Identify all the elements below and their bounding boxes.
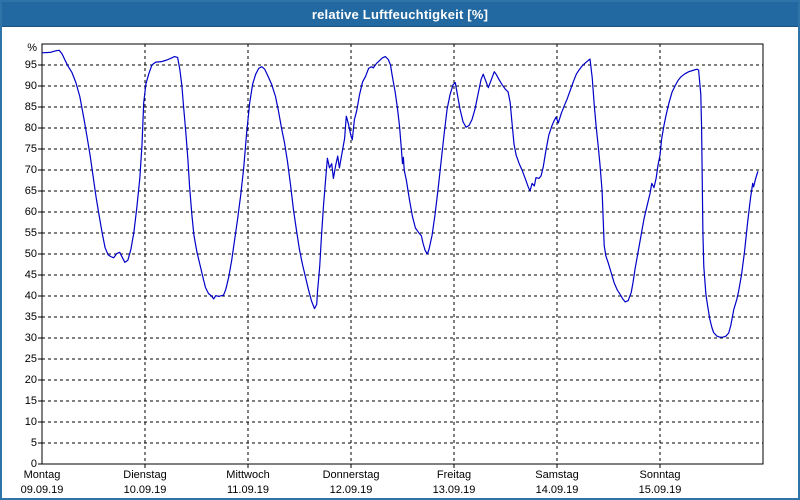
- y-tick-label: 35: [24, 311, 37, 323]
- y-tick-label: 85: [24, 101, 37, 113]
- x-day-name-label: Sonntag: [639, 469, 681, 481]
- plot-border: [41, 43, 764, 465]
- x-day-name-label: Dienstag: [123, 469, 167, 481]
- x-day-date-label: 10.09.19: [123, 484, 167, 496]
- y-tick-label: 15: [24, 395, 37, 407]
- x-day-date-label: 09.09.19: [20, 484, 64, 496]
- x-day-date-label: 15.09.19: [638, 484, 682, 496]
- y-tick-label: 10: [24, 416, 37, 428]
- y-tick-label: 30: [24, 332, 37, 344]
- x-day-name-label: Mittwoch: [226, 469, 270, 481]
- x-day-date-label: 14.09.19: [535, 484, 579, 496]
- y-tick-label: 55: [24, 227, 37, 239]
- y-tick-label: 0: [30, 458, 37, 470]
- x-day-date-label: 12.09.19: [329, 484, 373, 496]
- humidity-series-line: [41, 49, 759, 338]
- y-tick-label: 45: [24, 269, 37, 281]
- y-tick-label: 5: [30, 437, 37, 449]
- y-tick-label: 60: [24, 206, 37, 218]
- y-tick-label: 40: [24, 290, 37, 302]
- y-tick-label: 50: [24, 248, 37, 260]
- x-day-name-label: Freitag: [436, 469, 472, 481]
- y-tick-label: 25: [24, 353, 37, 365]
- window-title: relative Luftfeuchtigkeit [%]: [311, 6, 489, 22]
- x-day-name-label: Montag: [23, 469, 61, 481]
- y-tick-label: 20: [24, 374, 37, 386]
- y-tick-label: 65: [24, 185, 37, 197]
- x-day-name-label: Samstag: [535, 469, 579, 481]
- y-tick-label: 90: [24, 80, 37, 92]
- titlebar: relative Luftfeuchtigkeit [%]: [2, 2, 798, 27]
- y-tick-label: 95: [24, 59, 37, 71]
- y-tick-label: 70: [24, 164, 37, 176]
- x-day-date-label: 13.09.19: [432, 484, 476, 496]
- y-tick-label: 75: [24, 143, 37, 155]
- x-day-name-label: Donnerstag: [322, 469, 380, 481]
- y-axis-unit-label: %: [27, 42, 37, 54]
- x-day-date-label: 11.09.19: [226, 484, 269, 496]
- y-tick-label: 80: [24, 122, 37, 134]
